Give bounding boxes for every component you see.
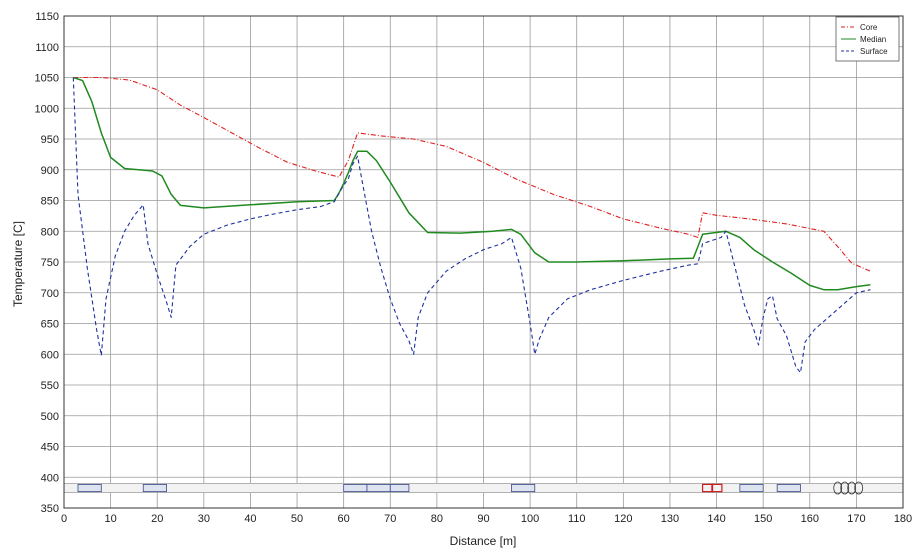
y-tick-label: 750: [41, 257, 59, 269]
y-tick-label: 1100: [35, 42, 59, 54]
strip-coil: [847, 481, 857, 495]
strip-roll-box: [389, 483, 410, 493]
x-tick-label: 40: [244, 513, 256, 525]
strip-roll-box: [77, 483, 102, 493]
x-tick-label: 170: [847, 513, 865, 525]
x-tick-label: 160: [801, 513, 819, 525]
x-tick-label: 150: [754, 513, 772, 525]
x-tick-label: 0: [61, 513, 67, 525]
y-tick-label: 900: [41, 165, 59, 177]
x-tick-label: 10: [104, 513, 116, 525]
grid: [63, 15, 904, 509]
strip-roll-box: [511, 483, 536, 493]
strip-roll-box: [142, 483, 167, 493]
x-tick-label: 110: [568, 513, 586, 525]
legend-label-median: Median: [860, 35, 886, 44]
y-tick-label: 450: [41, 442, 59, 454]
y-axis-title: Temperature [C]: [11, 221, 25, 307]
x-tick-label: 60: [338, 513, 350, 525]
x-axis-title: Distance [m]: [450, 534, 517, 548]
y-tick-label: 500: [41, 411, 59, 423]
y-tick-label: 950: [41, 134, 59, 146]
x-tick-label: 70: [384, 513, 396, 525]
y-tick-label: 1050: [35, 73, 59, 85]
y-tick-label: 700: [41, 288, 59, 300]
x-tick-label: 120: [614, 513, 632, 525]
series-lines: [72, 76, 871, 374]
strip-marker: [701, 483, 714, 493]
y-tick-label: 550: [41, 380, 59, 392]
legend: Core Median Surface: [835, 16, 900, 62]
strip-marker: [711, 483, 723, 493]
strip-coil: [833, 481, 843, 495]
strip-roll-box: [366, 483, 391, 493]
y-tick-label: 400: [41, 472, 59, 484]
strip-coil: [854, 481, 864, 495]
x-tick-label: 80: [431, 513, 443, 525]
strip-roll-box: [776, 483, 801, 493]
series-line-surface: [72, 77, 871, 374]
x-tick-label: 50: [291, 513, 303, 525]
plot-frame: [63, 15, 904, 509]
strip-roll-box: [739, 483, 764, 493]
y-tick-label: 600: [41, 349, 59, 361]
x-tick-label: 90: [477, 513, 489, 525]
strip-coil: [840, 481, 850, 495]
y-tick-label: 1150: [35, 11, 59, 23]
x-tick-label: 140: [707, 513, 725, 525]
y-tick-label: 850: [41, 196, 59, 208]
equipment-strip: [63, 481, 904, 495]
x-tick-label: 20: [151, 513, 163, 525]
y-tick-label: 350: [41, 503, 59, 515]
y-tick-label: 650: [41, 319, 59, 331]
y-tick-label: 800: [41, 226, 59, 238]
legend-label-surface: Surface: [860, 47, 888, 56]
x-tick-label: 180: [894, 513, 912, 525]
series-line-median: [73, 76, 871, 291]
series-line-core: [73, 76, 871, 272]
x-tick-label: 130: [661, 513, 679, 525]
strip-roll-box: [343, 483, 368, 493]
x-tick-label: 30: [198, 513, 210, 525]
y-tick-label: 1000: [35, 103, 59, 115]
x-tick-label: 100: [521, 513, 539, 525]
legend-label-core: Core: [860, 23, 878, 32]
tick-labels: 0 10 20 30 40 50 60 70 80 90 100 110 120 130 140 150 160…: [35, 11, 913, 525]
